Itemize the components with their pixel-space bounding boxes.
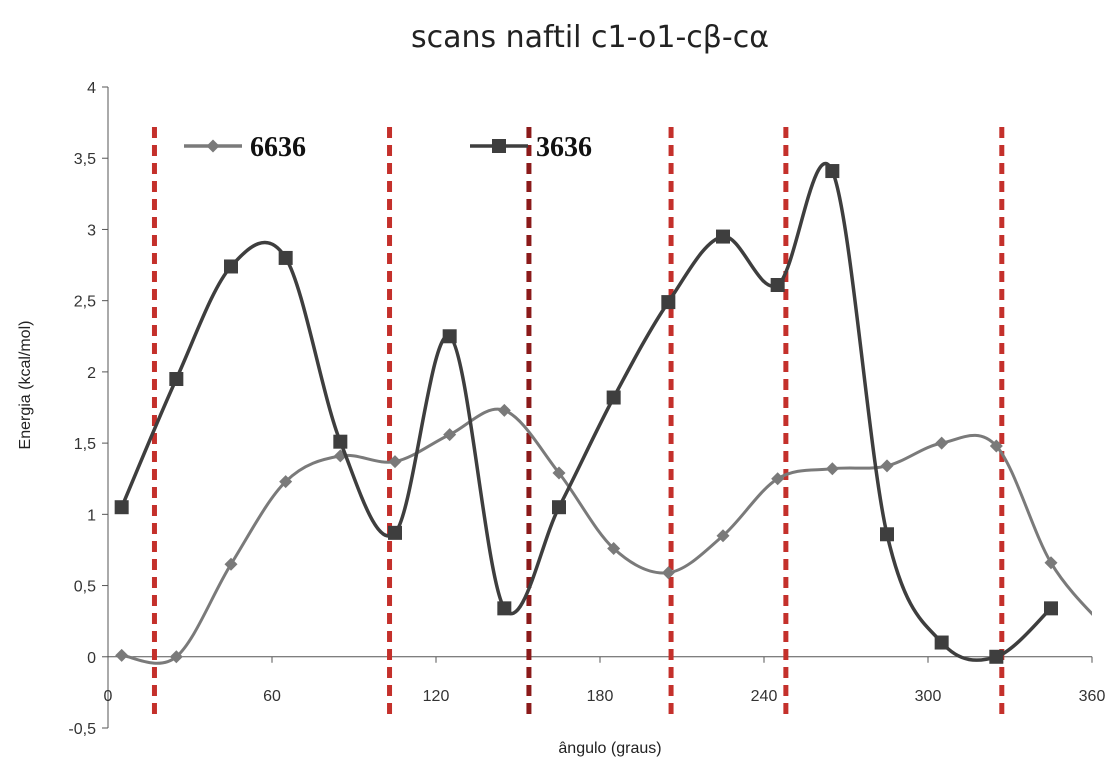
data-point-3636 xyxy=(552,500,566,515)
data-point-3636 xyxy=(333,434,348,449)
legend-label: 3636 xyxy=(536,132,592,163)
series-line-3636 xyxy=(120,161,1053,662)
data-point-3636 xyxy=(716,229,730,244)
data-point-6636 xyxy=(607,542,621,556)
data-point-6636 xyxy=(935,436,949,450)
data-point-6636 xyxy=(115,648,129,662)
data-point-3636 xyxy=(278,250,293,265)
x-tick-label: 240 xyxy=(751,688,778,705)
legend-marker xyxy=(492,139,506,153)
x-tick-labels: 0 60 120 180 240 300 360 xyxy=(104,656,1106,705)
y-tick-labels: -0,5 0 0,5 1 1,5 2 2,5 3 3,5 4 xyxy=(68,80,108,738)
chart-title: scans naftil c1-o1-cβ-cα xyxy=(411,20,769,55)
data-point-3636 xyxy=(606,390,621,405)
data-point-6636 xyxy=(771,472,785,486)
data-point-6636 xyxy=(1099,622,1112,635)
data-point-6636 xyxy=(1044,556,1058,570)
data-point-3636 xyxy=(661,295,676,310)
data-point-6636 xyxy=(661,566,675,580)
y-tick-label: 1,5 xyxy=(74,436,96,453)
vertical-markers xyxy=(151,127,1005,717)
data-point-3636 xyxy=(1044,601,1058,616)
data-point-6636 xyxy=(880,459,894,473)
data-point-6636 xyxy=(552,466,566,480)
data-point-6636 xyxy=(497,403,511,417)
axes xyxy=(107,87,1092,728)
x-tick-label: 120 xyxy=(423,688,450,705)
y-tick-label: 3 xyxy=(87,222,96,239)
y-axis-label: Energia (kcal/mol) xyxy=(17,321,34,450)
data-point-3636 xyxy=(880,527,894,542)
data-point-3636 xyxy=(497,601,512,616)
data-point-3636 xyxy=(934,635,949,650)
x-axis-label: ângulo (graus) xyxy=(558,740,661,757)
data-point-3636 xyxy=(169,372,184,387)
data-point-3636 xyxy=(388,525,402,540)
y-tick-label: -0,5 xyxy=(68,721,96,738)
data-point-6636 xyxy=(443,428,457,442)
x-tick-label: 300 xyxy=(915,688,942,705)
y-tick-label: 3,5 xyxy=(74,151,96,168)
data-point-3636 xyxy=(442,329,457,344)
series-line-6636 xyxy=(121,407,1092,665)
data-point-3636 xyxy=(114,500,129,515)
y-tick-label: 2,5 xyxy=(74,294,96,311)
data-point-6636 xyxy=(169,650,183,664)
y-tick-label: 1 xyxy=(87,507,96,524)
legend: 6636 3636 xyxy=(184,132,592,163)
data-point-3636 xyxy=(825,164,840,179)
y-tick-label: 0 xyxy=(87,650,96,667)
x-tick-label: 180 xyxy=(587,688,614,705)
legend-marker xyxy=(206,139,220,153)
data-point-3636 xyxy=(770,277,785,292)
y-tick-label: 0,5 xyxy=(74,579,96,596)
y-tick-label: 2 xyxy=(87,365,96,382)
data-point-3636 xyxy=(224,259,238,274)
x-tick-label: 60 xyxy=(263,688,281,705)
data-point-6636 xyxy=(388,455,402,469)
data-point-6636 xyxy=(716,529,730,543)
series-group xyxy=(114,161,1112,665)
data-point-6636 xyxy=(989,439,1003,453)
data-point-6636 xyxy=(825,462,839,476)
x-tick-label: 360 xyxy=(1079,688,1106,705)
legend-label: 6636 xyxy=(250,132,306,163)
data-point-6636 xyxy=(224,557,238,571)
data-point-3636 xyxy=(989,649,1004,664)
data-point-6636 xyxy=(279,475,293,489)
y-tick-label: 4 xyxy=(87,80,96,97)
x-tick-label: 0 xyxy=(104,688,113,705)
